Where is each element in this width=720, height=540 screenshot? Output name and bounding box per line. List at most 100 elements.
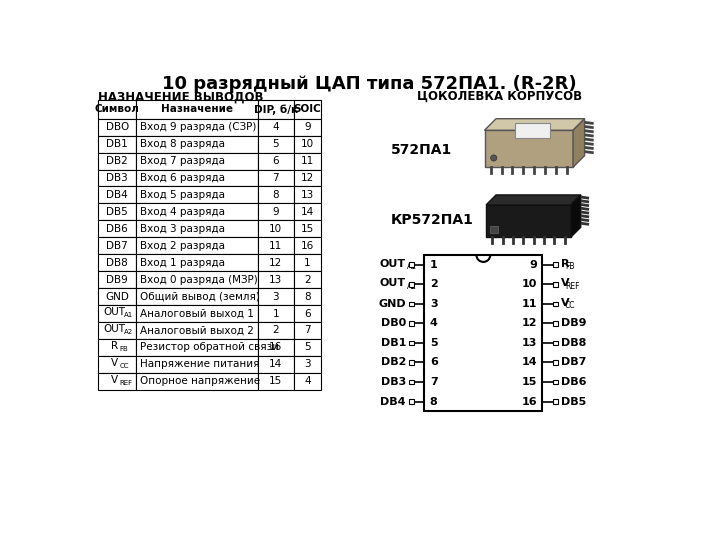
Bar [294, 186, 321, 204]
Text: Вход 3 разряда: Вход 3 разряда [140, 224, 225, 234]
Bar [258, 170, 294, 186]
Bar [258, 356, 294, 373]
Bar [258, 271, 294, 288]
Bar [137, 254, 258, 271]
Text: Вход 1 разряда: Вход 1 разряда [140, 258, 225, 268]
Bar [258, 100, 294, 119]
Bar [409, 262, 414, 267]
Bar [137, 373, 258, 390]
Bar [98, 373, 137, 390]
Bar [294, 136, 321, 153]
Text: Вход 9 разряда (СЗР): Вход 9 разряда (СЗР) [140, 122, 256, 132]
Bar [490, 226, 498, 233]
Text: DB7: DB7 [107, 241, 128, 251]
Text: 3: 3 [430, 299, 438, 309]
Text: 6: 6 [272, 156, 279, 166]
Bar [294, 153, 321, 170]
Text: DIP, б/к: DIP, б/к [253, 104, 298, 114]
Text: A1: A1 [124, 313, 133, 319]
Bar [137, 220, 258, 237]
Bar [137, 136, 258, 153]
Text: 14: 14 [269, 359, 282, 369]
Text: 11: 11 [521, 299, 537, 309]
Text: Вход 8 разряда: Вход 8 разряда [140, 139, 225, 149]
Text: CC: CC [120, 363, 129, 369]
Text: DB1: DB1 [381, 338, 406, 348]
Polygon shape [485, 119, 585, 130]
Bar [294, 322, 321, 339]
Bar [258, 153, 294, 170]
Text: OUT: OUT [380, 278, 406, 288]
Bar [98, 237, 137, 254]
Text: Вход 4 разряда: Вход 4 разряда [140, 207, 225, 217]
Text: 12: 12 [521, 319, 537, 328]
Bar [137, 288, 258, 305]
Bar [98, 356, 137, 373]
Text: R: R [561, 259, 570, 268]
Text: DB5: DB5 [107, 207, 128, 217]
Bar [553, 282, 558, 287]
Text: 11: 11 [301, 156, 314, 166]
Bar [98, 119, 137, 136]
Text: A2: A2 [407, 282, 417, 291]
Text: 11: 11 [269, 241, 282, 251]
Text: 16: 16 [521, 396, 537, 407]
Bar [98, 305, 137, 322]
Bar [98, 288, 137, 305]
Text: Аналоговый выход 2: Аналоговый выход 2 [140, 326, 253, 335]
Bar [137, 271, 258, 288]
Text: Вход 0 разряда (МЗР): Вход 0 разряда (МЗР) [140, 275, 257, 285]
Text: 1: 1 [272, 308, 279, 319]
Text: 2: 2 [272, 326, 279, 335]
Text: REF: REF [565, 282, 580, 291]
Bar [258, 237, 294, 254]
Bar [258, 339, 294, 356]
Circle shape [490, 155, 497, 161]
Text: 10: 10 [301, 139, 314, 149]
Bar [553, 399, 558, 404]
Text: КР572ПА1: КР572ПА1 [390, 213, 474, 227]
Bar [294, 271, 321, 288]
Bar [98, 186, 137, 204]
Text: 8: 8 [272, 190, 279, 200]
Bar [258, 220, 294, 237]
Text: ЦОКОЛЕВКА КОРПУСОВ: ЦОКОЛЕВКА КОРПУСОВ [418, 90, 582, 103]
Text: V: V [561, 298, 570, 308]
Bar [137, 305, 258, 322]
Text: 2: 2 [430, 279, 438, 289]
Text: DB2: DB2 [107, 156, 128, 166]
Bar [98, 153, 137, 170]
Text: Напряжение питания: Напряжение питания [140, 359, 259, 369]
Text: GND: GND [105, 292, 129, 301]
Bar [294, 305, 321, 322]
Text: 3: 3 [272, 292, 279, 301]
Text: DB4: DB4 [107, 190, 128, 200]
Text: DB8: DB8 [561, 338, 586, 348]
Text: 15: 15 [521, 377, 537, 387]
Bar [137, 100, 258, 119]
Text: DB9: DB9 [107, 275, 128, 285]
Text: 7: 7 [304, 326, 311, 335]
Bar [98, 100, 137, 119]
Bar [553, 262, 558, 267]
Bar [294, 170, 321, 186]
Text: Назначение: Назначение [161, 104, 233, 114]
Text: DB7: DB7 [561, 357, 586, 367]
Bar [137, 170, 258, 186]
Text: DB9: DB9 [561, 319, 586, 328]
Bar [137, 186, 258, 204]
Text: 572ПА1: 572ПА1 [390, 143, 452, 157]
Bar [294, 288, 321, 305]
Bar [294, 237, 321, 254]
Bar [409, 321, 414, 326]
Bar [553, 360, 558, 364]
Bar [409, 360, 414, 364]
Text: DB8: DB8 [107, 258, 128, 268]
Text: Вход 7 разряда: Вход 7 разряда [140, 156, 225, 166]
Text: Аналоговый выход 1: Аналоговый выход 1 [140, 308, 253, 319]
Polygon shape [486, 205, 571, 237]
Text: 14: 14 [301, 207, 314, 217]
Text: DB3: DB3 [381, 377, 406, 387]
Bar [409, 301, 414, 306]
Text: Символ: Символ [95, 104, 140, 114]
